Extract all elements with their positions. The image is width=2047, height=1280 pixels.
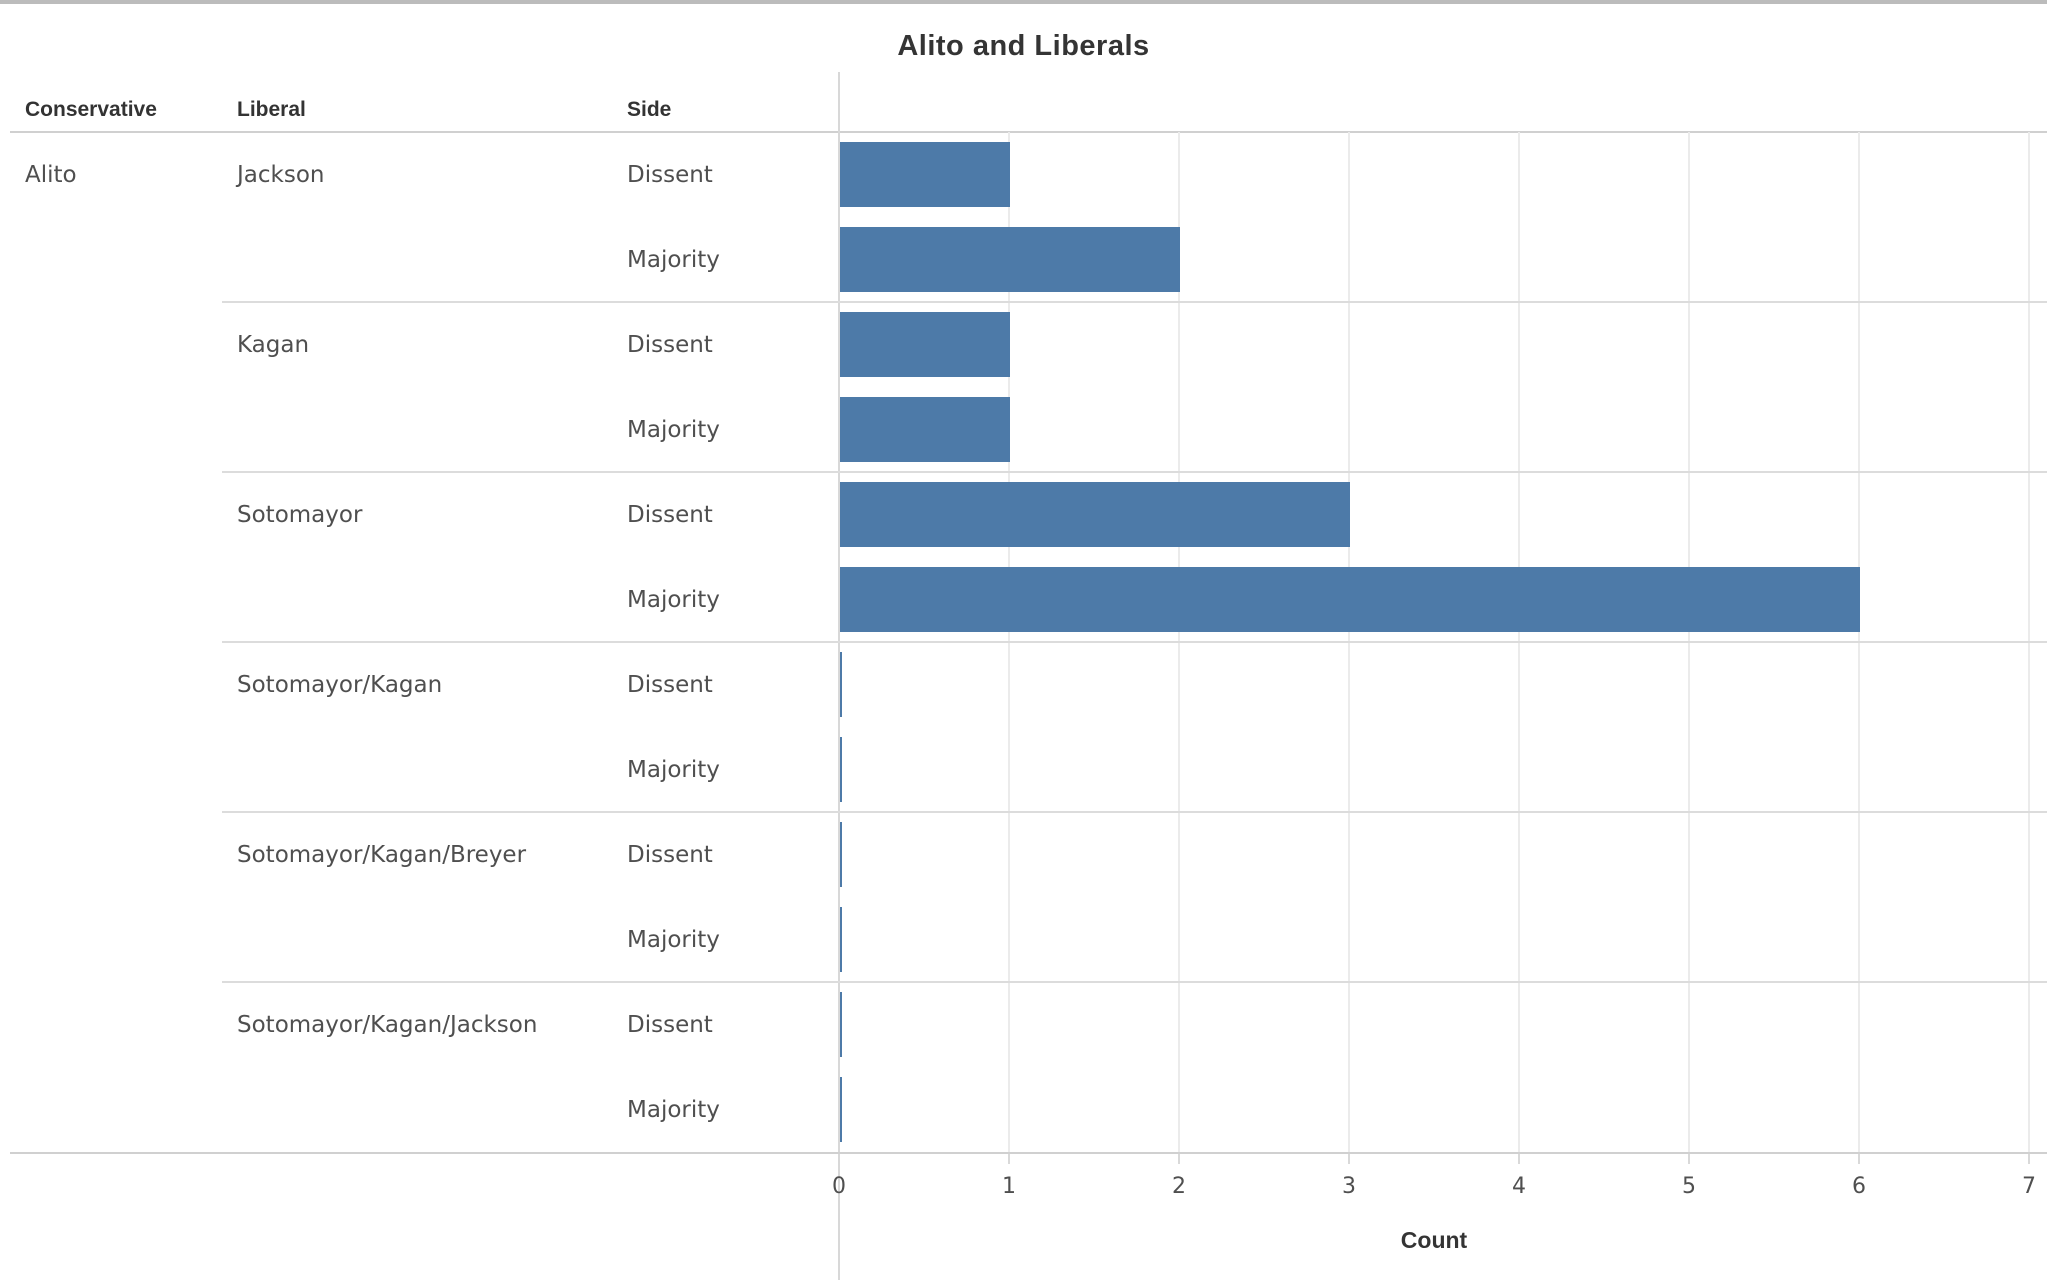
- count-bar[interactable]: [840, 992, 842, 1057]
- count-bar[interactable]: [840, 737, 842, 802]
- x-tick-label: 5: [1682, 1174, 1696, 1199]
- conservative-label: Alito: [25, 161, 77, 188]
- liberal-label: Sotomayor/Kagan/Jackson: [237, 1011, 538, 1038]
- x-axis-tick: [2028, 1154, 2030, 1164]
- window-top-strip: [0, 0, 2047, 4]
- side-label: Majority: [627, 926, 720, 953]
- count-bar[interactable]: [840, 227, 1180, 292]
- group-separator: [222, 471, 2047, 473]
- side-label: Dissent: [627, 331, 713, 358]
- group-separator: [222, 981, 2047, 983]
- x-tick-label: 6: [1852, 1174, 1866, 1199]
- liberal-label: Sotomayor: [237, 501, 363, 528]
- count-bar[interactable]: [840, 567, 1860, 632]
- x-tick-label: 0: [832, 1174, 846, 1199]
- count-bar[interactable]: [840, 312, 1010, 377]
- group-separator: [222, 811, 2047, 813]
- column-header-side: Side: [627, 98, 672, 121]
- count-bar[interactable]: [840, 652, 842, 717]
- liberal-label: Kagan: [237, 331, 310, 358]
- x-tick-label: 4: [1512, 1174, 1526, 1199]
- count-bar[interactable]: [840, 397, 1010, 462]
- side-label: Majority: [627, 246, 720, 273]
- x-axis-tick: [1348, 1154, 1350, 1164]
- count-bar[interactable]: [840, 822, 842, 887]
- liberal-label: Sotomayor/Kagan: [237, 671, 443, 698]
- x-axis-tick: [1008, 1154, 1010, 1164]
- side-label: Majority: [627, 756, 720, 783]
- count-bar[interactable]: [840, 142, 1010, 207]
- side-label: Dissent: [627, 1011, 713, 1038]
- x-axis-tick: [1518, 1154, 1520, 1164]
- x-tick-label: 7: [2022, 1174, 2036, 1199]
- side-label: Dissent: [627, 841, 713, 868]
- axis-zero-divider: [838, 72, 840, 1280]
- x-axis-tick: [1688, 1154, 1690, 1164]
- x-axis-tick: [1178, 1154, 1180, 1164]
- column-header-liberal: Liberal: [237, 98, 306, 121]
- x-axis-title: Count: [1400, 1227, 1468, 1253]
- group-separator: [222, 301, 2047, 303]
- x-tick-label: 3: [1342, 1174, 1356, 1199]
- x-axis-tick: [1858, 1154, 1860, 1164]
- x-tick-label: 2: [1172, 1174, 1186, 1199]
- liberal-label: Jackson: [237, 161, 325, 188]
- side-label: Dissent: [627, 671, 713, 698]
- side-label: Majority: [627, 586, 720, 613]
- count-bar[interactable]: [840, 1077, 842, 1142]
- group-separator: [222, 641, 2047, 643]
- liberal-label: Sotomayor/Kagan/Breyer: [237, 841, 527, 868]
- side-label: Majority: [627, 416, 720, 443]
- side-label: Dissent: [627, 161, 713, 188]
- side-label: Majority: [627, 1096, 720, 1123]
- side-label: Dissent: [627, 501, 713, 528]
- header-underline: [10, 131, 2047, 133]
- x-tick-label: 1: [1002, 1174, 1016, 1199]
- count-bar[interactable]: [840, 907, 842, 972]
- count-bar[interactable]: [840, 482, 1350, 547]
- chart-title: Alito and Liberals: [897, 30, 1150, 62]
- column-header-conservative: Conservative: [25, 98, 157, 121]
- x-axis-line: [10, 1152, 2047, 1154]
